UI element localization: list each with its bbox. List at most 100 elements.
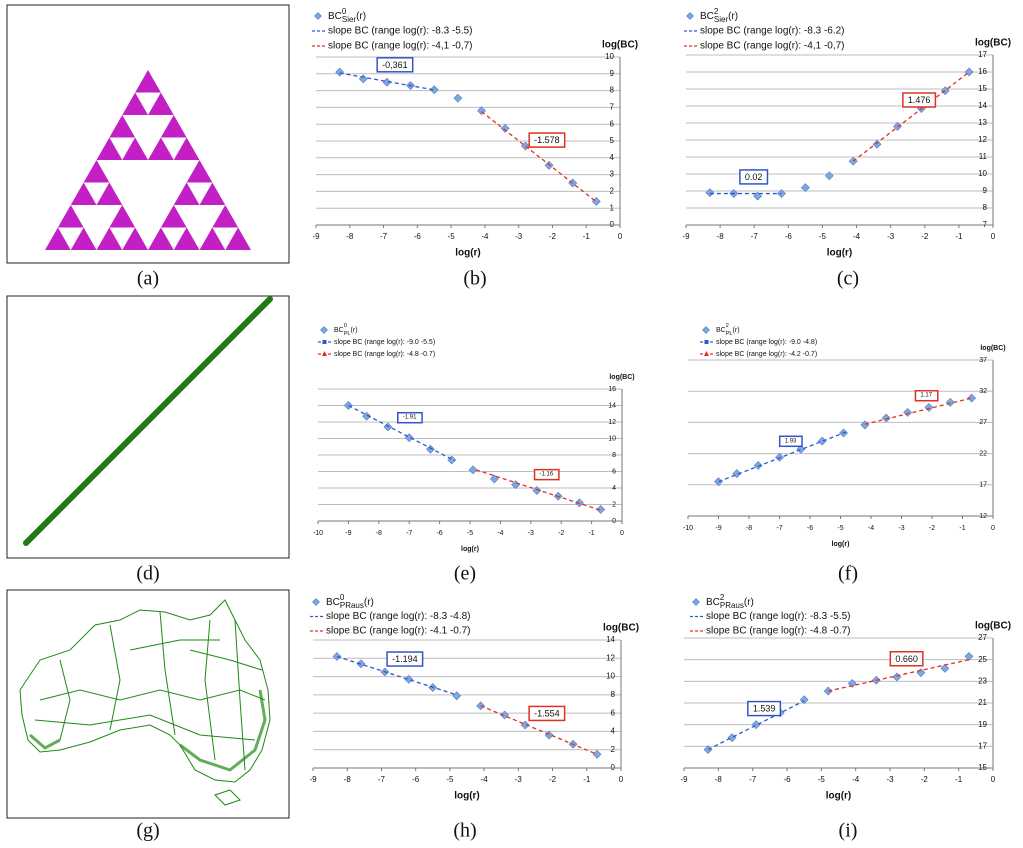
slope-label: 1.93 — [785, 438, 797, 444]
x-tick-label: -3 — [528, 530, 534, 537]
x-axis-label: log(r) — [827, 248, 853, 259]
y-tick-label: 4 — [611, 727, 616, 736]
legend-text: Sier — [714, 15, 729, 24]
x-tick-label: -2 — [929, 525, 935, 532]
y-tick-label: 6 — [610, 119, 615, 128]
legend-label: slope BC (range log(r): -8.3 -5.5) — [706, 611, 851, 622]
data-point — [917, 669, 925, 677]
legend-label: slope BC (range log(r): -9.0 -4.8) — [716, 339, 817, 346]
y-tick-label: 6 — [611, 708, 616, 717]
slope-annotation: 1.476 — [903, 93, 936, 107]
x-tick-label: -8 — [344, 775, 352, 784]
legend-text: (r) — [364, 597, 374, 608]
legend-marker — [704, 351, 709, 356]
legend-text: PL — [344, 331, 351, 337]
slope-label: -1.554 — [534, 708, 560, 718]
y-axis-label: log(BC) — [975, 621, 1011, 632]
x-tick-label: -4 — [852, 775, 860, 784]
y-tick-label: 2 — [612, 501, 616, 508]
x-tick-label: -2 — [549, 775, 557, 784]
legend-text: 0 — [344, 323, 347, 329]
y-tick-label: 17 — [979, 482, 987, 489]
legend-text: BC — [334, 327, 344, 334]
fit-line — [853, 72, 969, 161]
x-tick-label: -4 — [853, 232, 861, 241]
slope-annotation: 1.539 — [748, 702, 781, 716]
panel-label: (a) — [137, 268, 159, 290]
x-tick-label: -7 — [380, 232, 388, 241]
x-tick-label: -4 — [481, 232, 489, 241]
legend-label: slope BC (range log(r): -8.3 -4.8) — [326, 611, 471, 622]
x-tick-label: -9 — [715, 525, 721, 532]
slope-annotation: -0,361 — [377, 58, 413, 72]
x-tick-label: -1 — [955, 232, 963, 241]
legend-label: slope BC (range log(r): -4,1 -0,7) — [700, 41, 845, 52]
line-image — [7, 296, 289, 558]
y-tick-label: 8 — [983, 203, 988, 212]
legend-text: (r) — [728, 11, 738, 22]
y-tick-label: 37 — [979, 357, 987, 364]
slope-label: -1.578 — [534, 135, 560, 145]
panel-label: (c) — [837, 268, 859, 290]
data-point — [706, 189, 714, 197]
y-tick-label: 27 — [978, 633, 987, 642]
x-tick-label: -2 — [921, 232, 929, 241]
legend-label: slope BC (range log(r): -8.3 -6.2) — [700, 26, 845, 37]
y-tick-label: 16 — [608, 386, 616, 393]
x-tick-label: -9 — [682, 232, 690, 241]
y-tick-label: 14 — [606, 635, 615, 644]
legend-marker — [687, 13, 694, 20]
legend-text: PRaus — [340, 601, 364, 610]
data-point — [893, 673, 901, 681]
legend-label: BC0PRaus(r) — [326, 593, 374, 610]
legend-text: BC — [706, 597, 720, 608]
x-tick-label: 0 — [618, 232, 623, 241]
x-tick-label: -8 — [376, 530, 382, 537]
data-point — [946, 398, 954, 406]
data-point — [825, 172, 833, 180]
y-tick-label: 8 — [612, 452, 616, 459]
y-axis-label: log(BC) — [975, 38, 1011, 49]
legend-text: BC — [700, 11, 714, 22]
y-tick-label: 1 — [610, 203, 615, 212]
data-point — [728, 734, 736, 742]
y-tick-label: 12 — [608, 419, 616, 426]
legend-text: (r) — [744, 597, 754, 608]
y-tick-label: 8 — [611, 690, 616, 699]
legend-text: BC — [326, 597, 340, 608]
legend-marker — [703, 327, 710, 334]
legend-marker — [313, 599, 320, 606]
x-tick-label: -1 — [959, 525, 965, 532]
legend-label: slope BC (range log(r): -4.2 -0.7) — [716, 351, 817, 358]
y-tick-label: 11 — [979, 152, 988, 161]
y-axis-label: log(BC) — [609, 374, 634, 381]
y-tick-label: 14 — [608, 402, 616, 409]
y-tick-label: 13 — [978, 118, 987, 127]
x-tick-label: -6 — [436, 530, 442, 537]
x-tick-label: -7 — [406, 530, 412, 537]
x-tick-label: -5 — [448, 232, 456, 241]
x-axis-label: log(r) — [832, 541, 850, 548]
panel-label: (b) — [463, 268, 486, 290]
x-tick-label: 0 — [620, 530, 624, 537]
y-tick-label: 10 — [605, 52, 614, 61]
x-tick-label: -10 — [683, 525, 693, 532]
x-tick-label: -9 — [680, 775, 688, 784]
y-tick-label: 25 — [978, 655, 987, 664]
legend-marker — [323, 340, 327, 344]
x-tick-label: 0 — [991, 232, 996, 241]
x-tick-label: -9 — [345, 530, 351, 537]
legend-label: BC2Sier(r) — [700, 7, 738, 24]
y-tick-label: 14 — [978, 101, 987, 110]
data-point — [752, 721, 760, 729]
legend-text: BC — [716, 327, 726, 334]
data-point — [592, 197, 600, 205]
panel-label: (i) — [839, 820, 858, 842]
data-point — [469, 466, 477, 474]
x-tick-label: -8 — [346, 232, 354, 241]
y-tick-label: 4 — [610, 153, 615, 162]
legend-label: slope BC (range log(r): -4,1 -0,7) — [328, 41, 473, 52]
x-tick-label: -7 — [751, 232, 759, 241]
slope-label: -1.16 — [540, 472, 554, 478]
